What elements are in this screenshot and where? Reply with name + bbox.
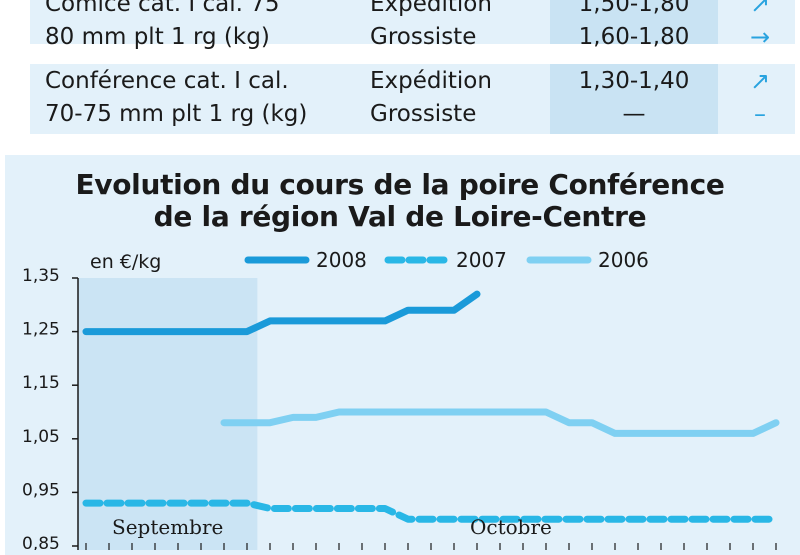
stage-cell: Expédition Grossiste (370, 65, 492, 131)
trend-up-icon: ↗ (749, 0, 771, 18)
legend-label-2006: 2006 (598, 248, 649, 272)
chart-title-line-1: Evolution du cours de la poire Conférenc… (75, 168, 725, 201)
y-tick-label: 1,05 (22, 427, 60, 447)
x-group-label: Octobre (470, 515, 552, 539)
series-line-2006 (220, 408, 780, 437)
product-cell: Comice cat. I cal. 75 80 mm plt 1 rg (kg… (45, 0, 280, 54)
x-group-label: Septembre (112, 515, 223, 539)
y-tick-label: 1,35 (22, 266, 60, 286)
product-cell: Conférence cat. I cal. 70-75 mm plt 1 rg… (45, 65, 307, 131)
product-line-1: Conférence cat. I cal. (45, 68, 289, 94)
price-cell: 1,30-1,40 — (550, 64, 718, 134)
price-cell: 1,50-1,80 1,60-1,80 (550, 0, 718, 50)
legend-label-2007: 2007 (456, 248, 507, 272)
series-line-2007 (82, 499, 780, 523)
price-line-2: 1,60-1,80 (578, 24, 690, 50)
chart-title-line-2: de la région Val de Loire-Centre (153, 200, 647, 233)
product-line-2: 70-75 mm plt 1 rg (kg) (45, 101, 308, 127)
series-line-2008 (82, 290, 481, 336)
stage-line-2: Grossiste (370, 24, 477, 50)
y-axis-unit: en €/kg (90, 251, 161, 273)
trend-cell: ↗ – (735, 65, 785, 131)
table-row-comice: Comice cat. I cal. 75 80 mm plt 1 rg (kg… (30, 0, 795, 51)
price-line-1: 1,50-1,80 (578, 0, 690, 17)
stage-line-1: Expédition (370, 0, 492, 17)
price-line-1: 1,30-1,40 (578, 68, 690, 94)
september-band (78, 278, 258, 550)
product-line-1: Comice cat. I cal. 75 (45, 0, 280, 17)
legend-label-2008: 2008 (316, 248, 367, 272)
y-tick-label: 0,95 (22, 480, 60, 500)
y-tick-label: 1,25 (22, 320, 60, 340)
y-tick-label: 0,85 (22, 534, 60, 550)
y-tick-label: 1,15 (22, 373, 60, 393)
price-line-2: — (622, 101, 646, 127)
table-row-conference: Conférence cat. I cal. 70-75 mm plt 1 rg… (30, 64, 795, 134)
trend-flat-icon: → (749, 23, 771, 51)
stage-line-1: Expédition (370, 68, 492, 94)
trend-cell: ↗ → (735, 0, 785, 54)
trend-up-icon: ↗ (749, 67, 771, 95)
stage-cell: Expédition Grossiste (370, 0, 492, 54)
stage-line-2: Grossiste (370, 101, 477, 127)
trend-none-icon: – (754, 100, 766, 128)
product-line-2: 80 mm plt 1 rg (kg) (45, 24, 270, 50)
